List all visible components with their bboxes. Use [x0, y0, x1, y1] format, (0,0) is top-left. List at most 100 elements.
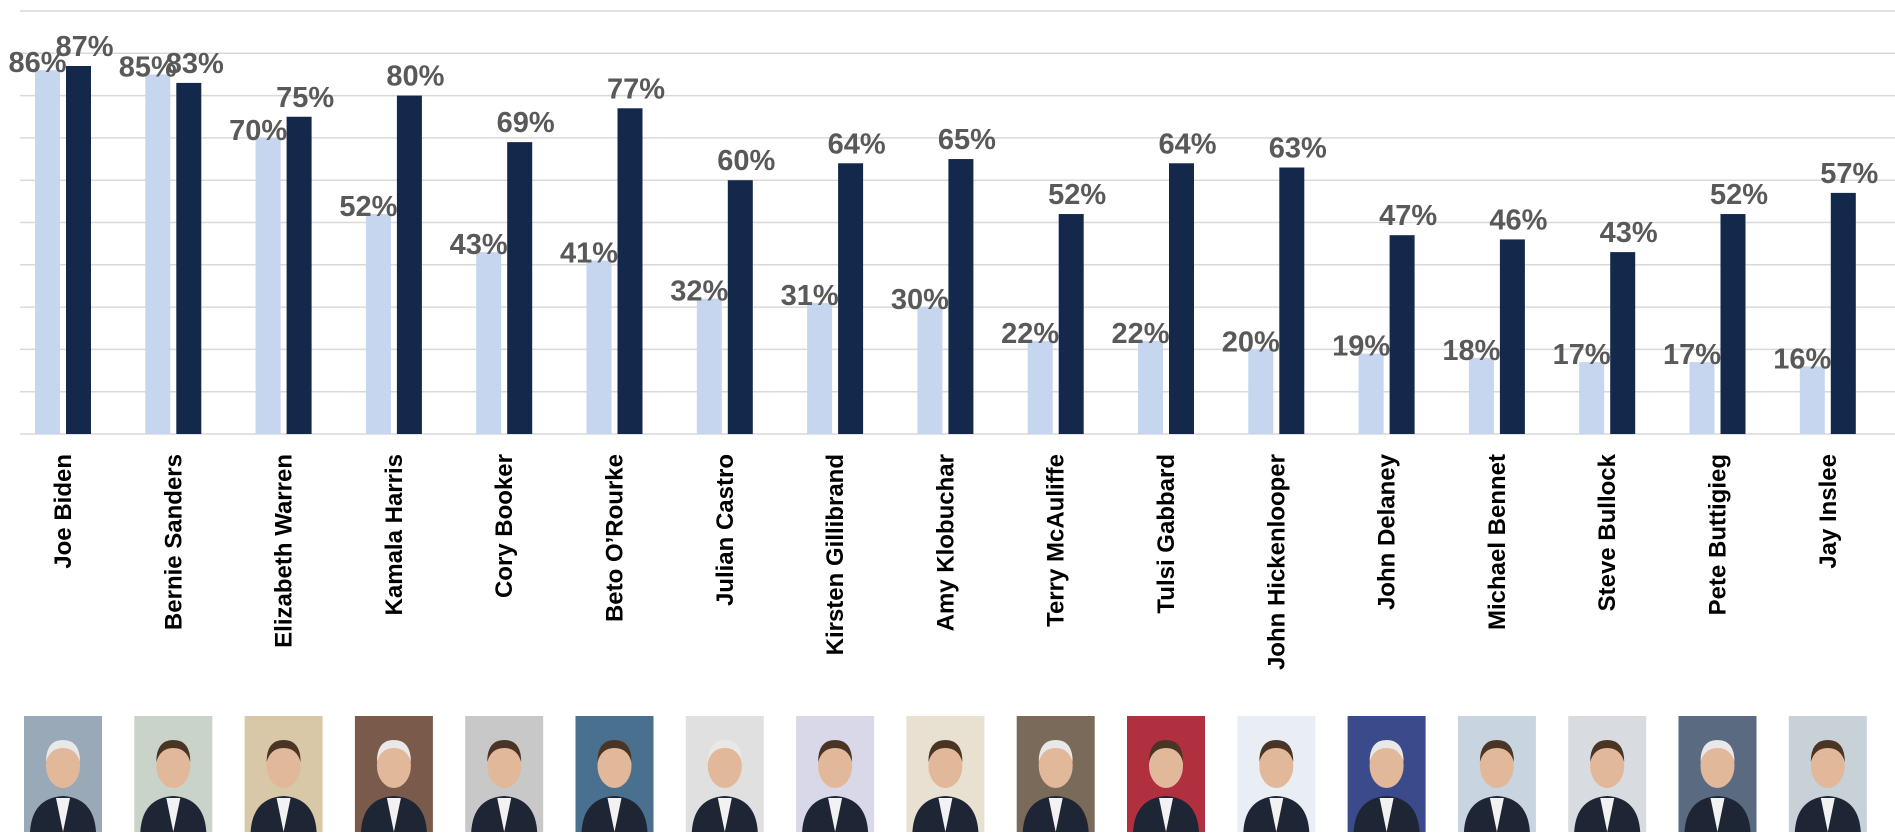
value-label: 52%: [1048, 179, 1106, 211]
bar: [1389, 235, 1415, 434]
value-label: 85%: [119, 51, 177, 83]
photo-hair: [1369, 740, 1404, 762]
value-label: 30%: [891, 284, 949, 316]
bar: [1169, 163, 1194, 434]
photo-shirt: [1159, 798, 1173, 832]
value-label: 86%: [8, 47, 66, 79]
x-tick-label: Steve Bullock: [1594, 453, 1621, 611]
bar: [1358, 353, 1384, 434]
value-label: 87%: [55, 31, 113, 63]
value-label: 80%: [386, 61, 444, 93]
candidate-photo: [354, 716, 433, 832]
value-label: 41%: [560, 238, 618, 270]
candidate-photo: [1347, 716, 1426, 832]
photo-shirt: [1710, 798, 1725, 832]
value-label: 22%: [1111, 318, 1169, 350]
bar: [255, 137, 281, 434]
x-tick-label: John Hickenlooper: [1263, 454, 1290, 670]
value-label: 52%: [339, 191, 397, 223]
photo-shirt: [938, 798, 953, 832]
candidate-photo: [906, 716, 985, 832]
value-label: 20%: [1222, 326, 1280, 358]
photo-shirt: [1600, 798, 1615, 832]
candidate-photo: [685, 716, 764, 832]
value-label: 43%: [1600, 217, 1658, 249]
photo-shirt: [56, 798, 70, 832]
value-label: 32%: [670, 276, 728, 308]
bar: [1579, 362, 1605, 434]
photo-face: [928, 744, 963, 788]
bar: [365, 214, 391, 434]
bar: [507, 142, 533, 434]
bar: [476, 252, 502, 434]
x-tick-label: Jay Inslee: [1815, 454, 1842, 569]
candidate-photo: [465, 716, 544, 832]
value-label: 64%: [828, 128, 886, 160]
value-label: 64%: [1158, 128, 1216, 160]
bar: [1058, 214, 1084, 434]
value-label: 69%: [497, 107, 555, 139]
x-tick-label: Tulsi Gabbard: [1153, 454, 1180, 614]
photo-hair: [818, 740, 853, 762]
x-tick-label: Terry McAuliffe: [1043, 454, 1070, 627]
photo-face: [1149, 744, 1183, 788]
photo-face: [1369, 744, 1404, 788]
photo-shirt: [276, 798, 291, 832]
bar: [586, 260, 612, 434]
x-tick-label: Kirsten Gillibrand: [822, 454, 849, 655]
x-tick-label: Julian Castro: [712, 454, 739, 606]
photo-shirt: [1269, 798, 1284, 832]
photo-shirt: [828, 798, 843, 832]
photo-hair: [487, 740, 522, 762]
photo-face: [1479, 744, 1514, 788]
photo-hair: [1590, 740, 1625, 762]
x-tick-label: Elizabeth Warren: [271, 454, 298, 648]
candidate-photo: [1678, 716, 1757, 832]
bar: [1689, 362, 1715, 434]
bar: [1499, 239, 1525, 434]
photo-face: [46, 744, 80, 788]
bar: [696, 298, 722, 434]
photo-hair: [376, 740, 411, 762]
photo-hair: [707, 740, 742, 762]
photo-hair: [156, 740, 191, 762]
x-tick-label: Cory Booker: [491, 454, 518, 598]
bar: [1468, 357, 1494, 434]
x-tick-label: Kamala Harris: [381, 454, 408, 615]
photo-shirt: [166, 798, 181, 832]
photo-face: [487, 744, 522, 788]
candidate-photo: [1237, 716, 1316, 832]
photo-shirt: [717, 798, 732, 832]
value-label: 47%: [1379, 200, 1437, 232]
photo-shirt: [386, 798, 401, 832]
x-tick-label: John Delaney: [1374, 453, 1401, 610]
value-label: 31%: [781, 280, 839, 312]
photo-shirt: [1379, 798, 1394, 832]
x-tick-label: Joe Biden: [50, 454, 77, 569]
bar: [176, 82, 202, 434]
bar: [145, 74, 171, 434]
photo-face: [1259, 744, 1294, 788]
value-label: 75%: [276, 82, 334, 114]
x-tick-label: Michael Bennet: [1484, 454, 1511, 630]
bar: [1027, 340, 1053, 434]
bar: [66, 65, 91, 435]
x-tick-label: Pete Buttigieg: [1705, 454, 1732, 615]
photo-face: [818, 744, 853, 788]
value-label: 16%: [1773, 343, 1831, 375]
bar: [807, 302, 833, 434]
value-label: 46%: [1489, 204, 1547, 236]
bar: [396, 95, 422, 434]
bar: [948, 159, 974, 435]
value-label: 17%: [1663, 339, 1721, 371]
photo-hair: [1038, 740, 1073, 762]
bar: [917, 307, 943, 434]
photo-shirt: [1820, 798, 1835, 832]
photo-face: [1700, 744, 1735, 788]
photo-hair: [1810, 740, 1845, 762]
bar: [727, 180, 753, 434]
photo-face: [376, 744, 411, 788]
photo-face: [707, 744, 742, 788]
photo-hair: [266, 740, 301, 762]
